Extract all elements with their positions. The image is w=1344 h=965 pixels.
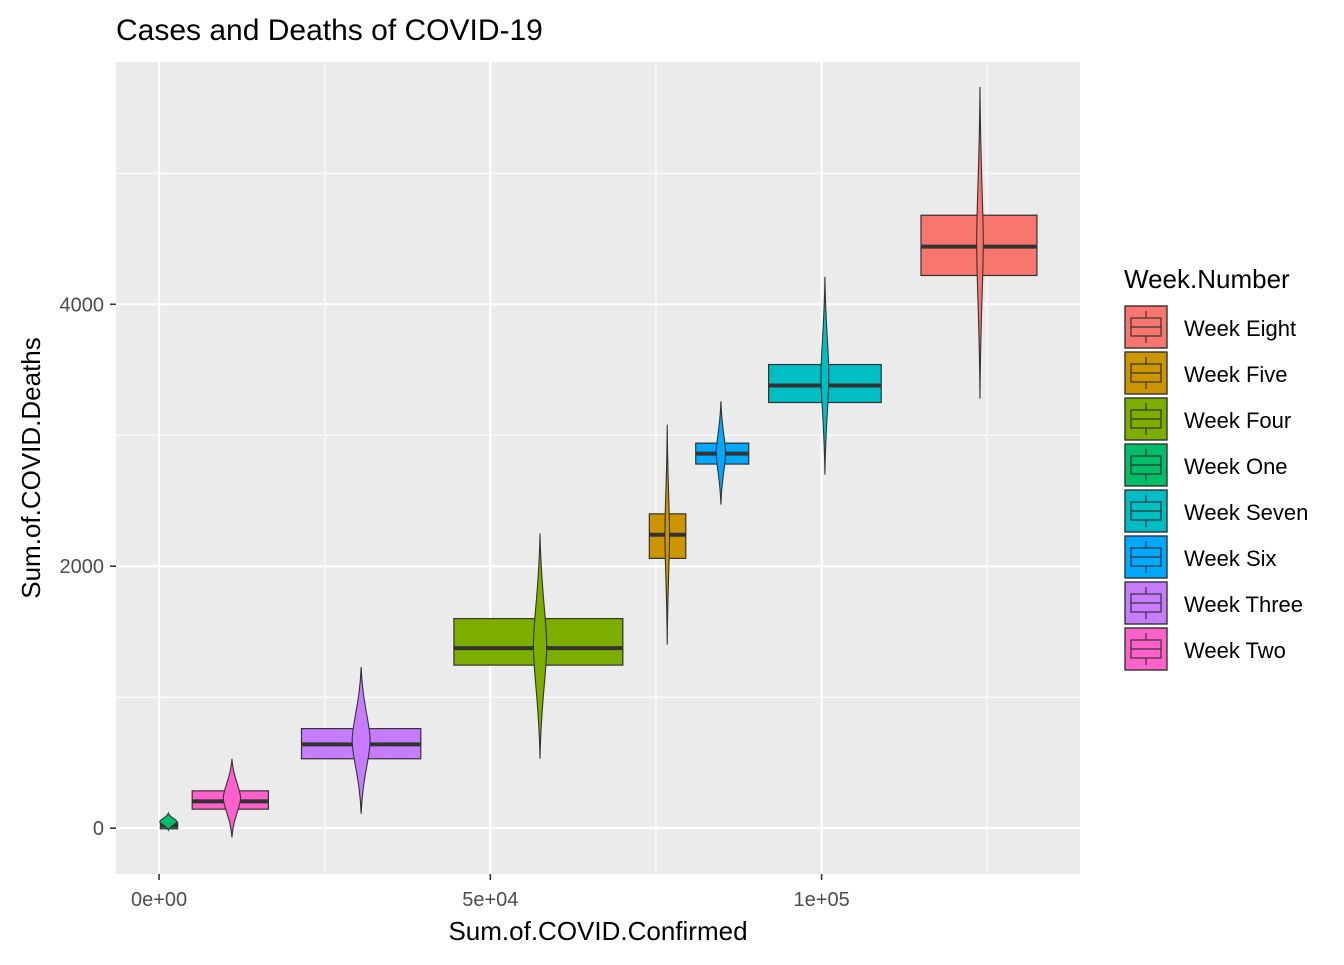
legend-label: Week Four — [1184, 408, 1291, 433]
x-tick-label: 1e+05 — [794, 889, 850, 911]
series-week-seven — [768, 276, 882, 475]
legend-label: Week Two — [1184, 638, 1286, 663]
plot-panel — [116, 62, 1080, 874]
legend-item: Week Four — [1124, 397, 1291, 441]
x-tick-label: 5e+04 — [462, 889, 518, 911]
violin — [532, 533, 548, 759]
y-axis-label: Sum.of.COVID.Deaths — [16, 337, 46, 599]
series-week-six — [695, 401, 750, 505]
legend-item: Week Three — [1124, 581, 1303, 625]
legend-label: Week Seven — [1184, 500, 1308, 525]
violin — [715, 401, 727, 505]
legend-label: Week Three — [1184, 592, 1303, 617]
x-axis: 0e+00 5e+04 1e+05 — [131, 874, 850, 911]
legend-label: Week One — [1184, 454, 1288, 479]
y-tick-label: 4000 — [60, 294, 105, 316]
plot-marks — [159, 86, 1038, 838]
violin — [222, 758, 242, 838]
violin — [159, 811, 178, 833]
y-tick-label: 2000 — [60, 556, 105, 578]
legend-item: Week Six — [1124, 535, 1277, 579]
series-week-four — [453, 533, 624, 759]
violin — [976, 86, 984, 399]
violin — [351, 667, 371, 814]
legend-label: Week Eight — [1184, 316, 1296, 341]
legend-item: Week Seven — [1124, 489, 1308, 533]
series-week-five — [648, 424, 687, 645]
legend-item: Week Eight — [1124, 305, 1296, 349]
legend-entries: Week Eight Week Five Week Four Week One Week… — [1124, 305, 1308, 671]
x-axis-label: Sum.of.COVID.Confirmed — [448, 916, 747, 946]
legend-item: Week Two — [1124, 627, 1286, 671]
major-gridlines — [116, 62, 1080, 874]
series-week-two — [191, 758, 269, 838]
violin — [820, 276, 830, 475]
violin — [664, 424, 671, 645]
legend-item: Week Five — [1124, 351, 1288, 395]
series-week-three — [300, 667, 422, 814]
series-week-one — [159, 811, 179, 833]
legend-item: Week One — [1124, 443, 1288, 487]
legend-label: Week Six — [1184, 546, 1277, 571]
legend-label: Week Five — [1184, 362, 1288, 387]
legend-title: Week.Number — [1124, 264, 1290, 294]
y-axis: 0 2000 4000 — [60, 294, 116, 840]
legend: Week.Number Week Eight Week Five Week Four… — [1124, 264, 1308, 671]
chart-title: Cases and Deaths of COVID-19 — [116, 14, 543, 47]
series-week-eight — [920, 86, 1038, 399]
y-tick-label: 0 — [93, 818, 104, 840]
x-tick-label: 0e+00 — [131, 889, 187, 911]
